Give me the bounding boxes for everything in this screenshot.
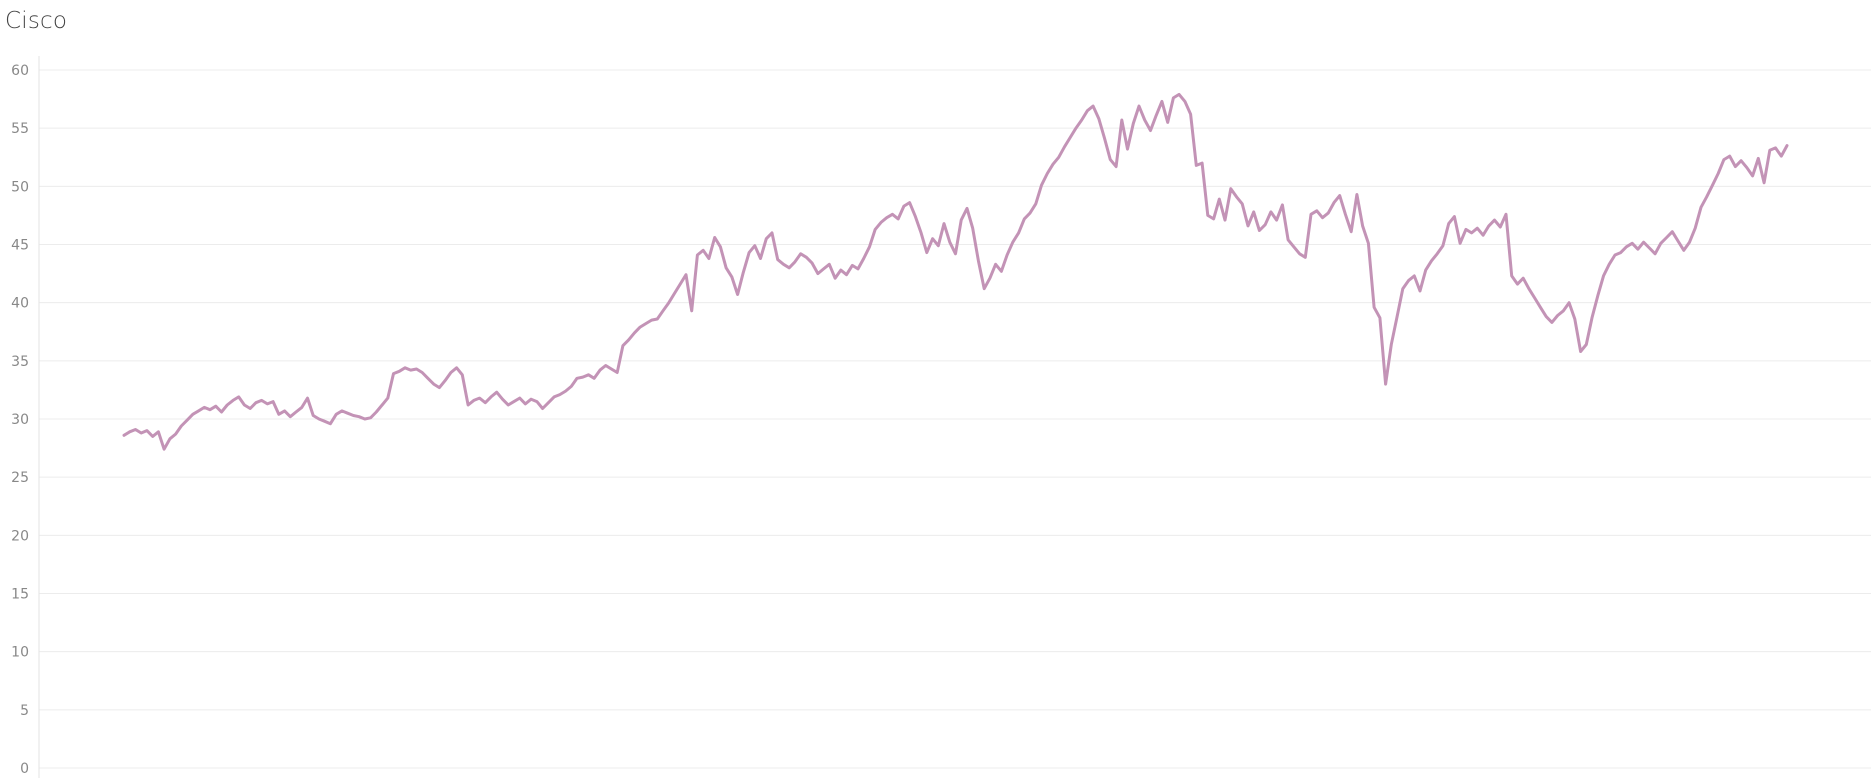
y-tick-label-55: 55	[11, 121, 29, 137]
y-tick-label-15: 15	[11, 587, 29, 603]
y-tick-label-0: 0	[20, 761, 29, 777]
y-tick-label-25: 25	[11, 470, 29, 486]
y-tick-label-20: 20	[11, 528, 29, 544]
y-tick-label-40: 40	[11, 296, 29, 312]
y-tick-label-10: 10	[11, 645, 29, 661]
y-tick-label-60: 60	[11, 63, 29, 79]
series-line-0	[122, 92, 1789, 451]
y-tick-label-45: 45	[11, 238, 29, 254]
y-tick-label-50: 50	[11, 179, 29, 195]
series-group	[122, 92, 1789, 451]
chart-title: Cisco	[5, 8, 68, 34]
y-axis-ticks: 0 5 10 15 20 25 30 35 40 45 50 55 60	[11, 63, 29, 777]
y-tick-label-5: 5	[20, 703, 29, 719]
grid-lines	[39, 69, 1871, 769]
y-tick-label-35: 35	[11, 354, 29, 370]
y-tick-label-30: 30	[11, 412, 29, 428]
